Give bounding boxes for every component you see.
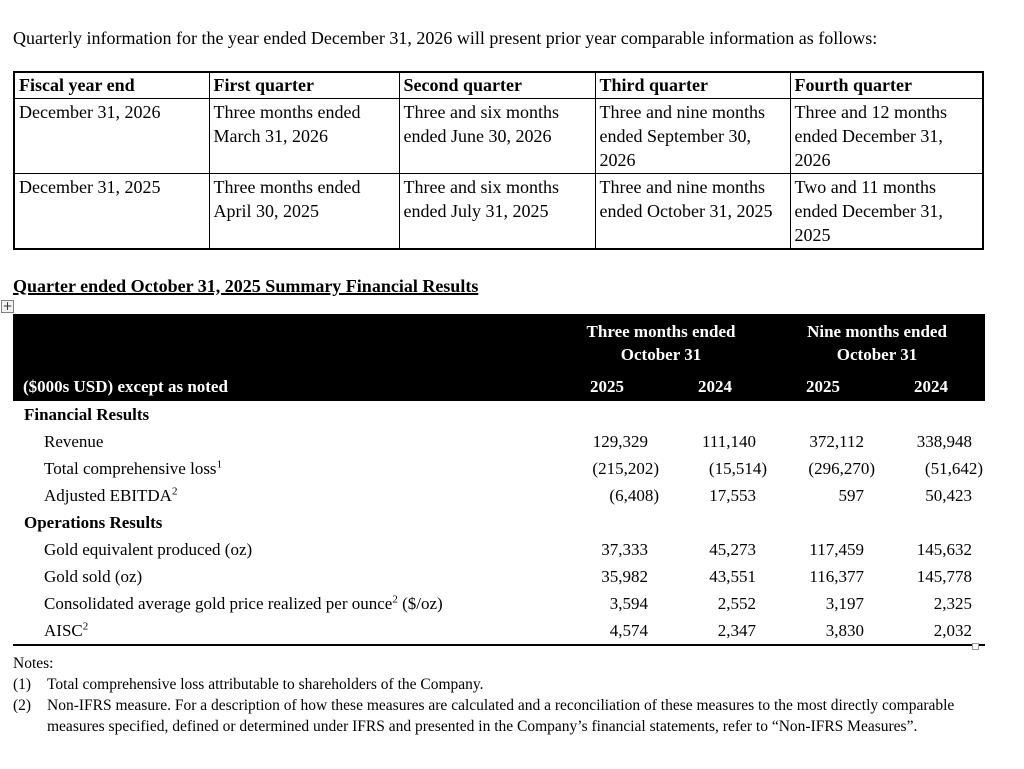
year-header: 2024	[661, 368, 769, 401]
group-subheader-october-31: October 31	[553, 341, 769, 369]
value-cell: 43,551	[709, 566, 756, 586]
year-header: 2025	[769, 368, 877, 401]
value-cell: (6,408)	[609, 485, 659, 505]
group-subheader-october-31: October 31	[769, 341, 985, 369]
quarterly-periods-table: Fiscal year end First quarter Second qua…	[13, 71, 984, 250]
data-row-aisc: AISC2 4,574 2,347 3,830 2,032	[13, 616, 985, 646]
group-header-nine-months: Nine months ended	[769, 313, 985, 342]
table-cell: Three and 12 months ended December 31, 2…	[789, 97, 984, 174]
note-item: (2) Non-IFRS measure. For a description …	[13, 695, 1013, 737]
financial-results-table-container: + ($000s USD) except as noted Three mont…	[1, 299, 985, 650]
table-cell: Three and six months ended June 30, 2026	[398, 97, 596, 174]
value-cell: 3,197	[825, 593, 864, 613]
table-row: December 31, 2025 Three months ended Apr…	[13, 172, 984, 249]
value-cell: 37,333	[601, 539, 648, 559]
table-cell: Two and 11 months ended December 31, 202…	[789, 172, 984, 249]
table-cell: Three months ended March 31, 2026	[208, 97, 400, 174]
year-header: 2024	[877, 368, 985, 401]
table-cell: Three and six months ended July 31, 2025	[398, 172, 596, 249]
value-cell: 2,552	[717, 593, 756, 613]
column-header-second-quarter: Second quarter	[398, 71, 596, 99]
value-cell: 372,112	[809, 431, 864, 451]
data-row-total-comprehensive-loss: Total comprehensive loss1 (215,202) (15,…	[13, 455, 985, 482]
summary-financial-results-table: ($000s USD) except as noted Three months…	[13, 313, 985, 646]
table-row: December 31, 2026 Three months ended Mar…	[13, 97, 984, 174]
intro-paragraph: Quarterly information for the year ended…	[13, 28, 878, 48]
table-resize-handle[interactable]	[972, 642, 979, 650]
group-header-three-months: Three months ended	[553, 313, 769, 342]
section-row-operations-results: Operations Results	[24, 512, 163, 532]
section-heading: Quarter ended October 31, 2025 Summary F…	[13, 275, 479, 296]
unit-label: ($000s USD) except as noted	[13, 313, 553, 401]
value-cell: 4,574	[553, 616, 661, 646]
value-cell: 50,423	[925, 485, 972, 505]
year-header: 2025	[553, 368, 661, 401]
value-cell: 2,325	[933, 593, 972, 613]
value-cell: 338,948	[916, 431, 972, 451]
data-row-adjusted-ebitda: Adjusted EBITDA2 (6,408) 17,553 597 50,4…	[13, 482, 985, 509]
notes-section: Notes: (1) Total comprehensive loss attr…	[13, 653, 1013, 737]
black-header: ($000s USD) except as noted Three months…	[13, 313, 985, 401]
table-cell: Three and nine months ended October 31, …	[594, 172, 791, 249]
value-cell: 2,347	[661, 616, 769, 646]
data-row-consolidated-average-gold-price: Consolidated average gold price realized…	[13, 590, 985, 617]
data-row-gold-equivalent-produced: Gold equivalent produced (oz) 37,333 45,…	[13, 536, 985, 563]
value-cell: 45,273	[709, 539, 756, 559]
value-cell: 597	[838, 485, 865, 505]
value-cell: 35,982	[601, 566, 648, 586]
value-cell: (215,202)	[592, 458, 659, 478]
table-cell: Three and nine months ended September 30…	[594, 97, 791, 174]
value-cell: 17,553	[709, 485, 756, 505]
note-text: Total comprehensive loss attributable to…	[47, 675, 484, 693]
column-header-third-quarter: Third quarter	[594, 71, 791, 99]
value-cell: (51,642)	[924, 458, 983, 478]
note-text: Non-IFRS measure. For a description of h…	[47, 696, 955, 735]
notes-title: Notes:	[13, 654, 54, 672]
column-header-fourth-quarter: Fourth quarter	[789, 71, 984, 99]
note-number: (1)	[13, 675, 32, 693]
value-cell: (15,514)	[708, 458, 767, 478]
table-cell: December 31, 2026	[13, 97, 210, 174]
value-cell: 111,140	[702, 431, 756, 451]
value-cell: 129,329	[592, 431, 648, 451]
value-cell: 145,778	[916, 566, 972, 586]
column-header-first-quarter: First quarter	[208, 71, 400, 99]
value-cell: 3,594	[609, 593, 648, 613]
data-row-revenue: Revenue 129,329 111,140 372,112 338,948	[13, 428, 985, 455]
data-row-gold-sold: Gold sold (oz) 35,982 43,551 116,377 145…	[13, 563, 985, 590]
value-cell: 145,632	[916, 539, 972, 559]
note-item: (1) Total comprehensive loss attributabl…	[13, 674, 1013, 695]
value-cell: 116,377	[809, 566, 864, 586]
table-move-handle-icon[interactable]: +	[1, 298, 14, 313]
value-cell: 117,459	[809, 539, 864, 559]
table-cell: Three months ended April 30, 2025	[208, 172, 400, 249]
value-cell: (296,270)	[808, 458, 875, 478]
column-header-fiscal-year-end: Fiscal year end	[13, 71, 210, 99]
value-cell: 3,830	[769, 616, 877, 646]
section-row-financial-results: Financial Results	[24, 404, 150, 424]
value-cell: 2,032	[877, 616, 985, 646]
note-number: (2)	[13, 696, 32, 714]
table-cell: December 31, 2025	[13, 172, 210, 249]
table-header-row: Fiscal year end First quarter Second qua…	[13, 71, 984, 99]
